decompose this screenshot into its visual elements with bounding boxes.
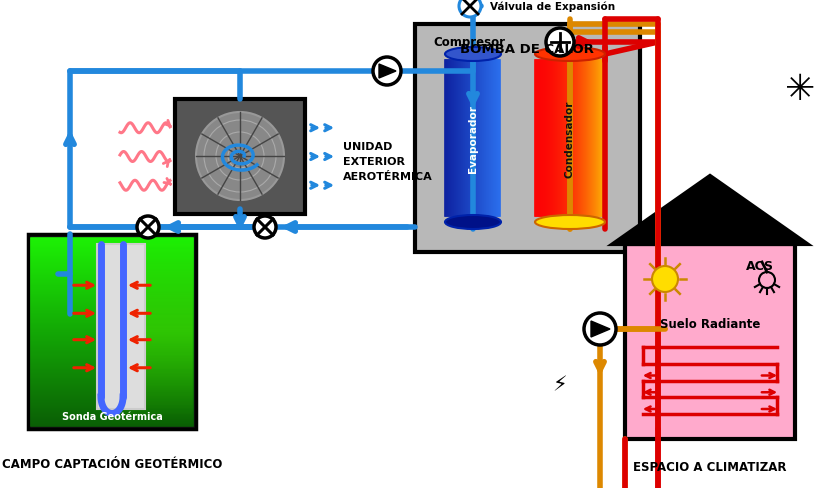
Circle shape [583, 313, 615, 346]
Ellipse shape [534, 216, 604, 229]
Bar [624, 244, 794, 439]
Bar [415, 25, 639, 252]
Circle shape [373, 58, 401, 86]
Circle shape [459, 0, 480, 18]
Text: BOMBA DE CALOR: BOMBA DE CALOR [460, 43, 593, 56]
Polygon shape [590, 321, 609, 337]
Circle shape [651, 266, 677, 292]
Text: EXTERIOR: EXTERIOR [343, 157, 405, 167]
Bar [28, 235, 195, 429]
Text: ✳: ✳ [784, 73, 814, 107]
Circle shape [195, 113, 284, 201]
Text: ACS: ACS [745, 260, 773, 273]
Ellipse shape [445, 216, 500, 229]
Polygon shape [378, 65, 396, 79]
Text: Condensador: Condensador [565, 100, 575, 177]
Circle shape [546, 29, 573, 57]
Ellipse shape [534, 48, 604, 62]
Bar [175, 100, 305, 215]
Circle shape [253, 217, 276, 239]
Text: Suelo Radiante: Suelo Radiante [659, 318, 759, 331]
Text: Evaporador: Evaporador [468, 105, 478, 173]
Text: Sonda Geotérmica: Sonda Geotérmica [61, 411, 162, 421]
Text: Válvula de Expansión: Válvula de Expansión [489, 2, 614, 12]
Text: ⚡: ⚡ [552, 374, 566, 394]
Text: CAMPO CAPTACIÓN GEOTÉRMICO: CAMPO CAPTACIÓN GEOTÉRMICO [2, 458, 222, 470]
Circle shape [137, 217, 159, 239]
Bar [97, 244, 145, 409]
Text: UNIDAD: UNIDAD [343, 142, 392, 152]
Ellipse shape [445, 48, 500, 62]
Polygon shape [612, 177, 806, 244]
Text: AEROTÉRMICA: AEROTÉRMICA [343, 172, 432, 182]
Text: ESPACIO A CLIMATIZAR: ESPACIO A CLIMATIZAR [633, 461, 786, 473]
Text: Compresor: Compresor [432, 37, 504, 49]
